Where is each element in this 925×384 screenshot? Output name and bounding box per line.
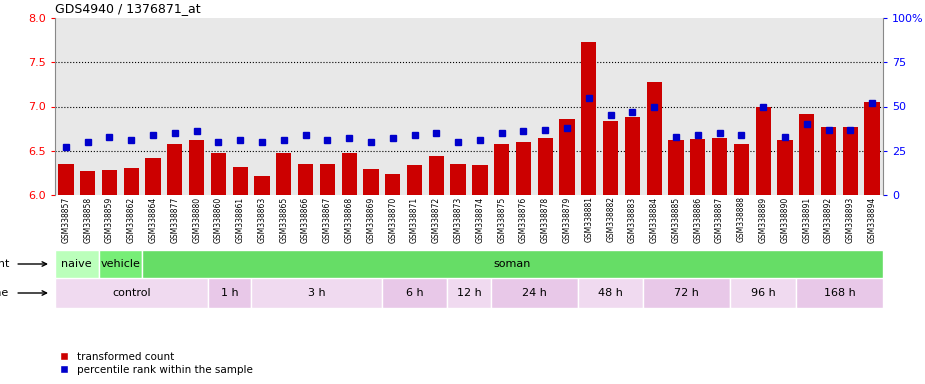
Text: 168 h: 168 h (823, 288, 856, 298)
Bar (189, 140, 204, 195)
Bar (341, 153, 357, 195)
Text: 48 h: 48 h (598, 288, 623, 298)
Bar (560, 119, 574, 195)
Bar (516, 142, 531, 195)
Bar (447, 278, 491, 308)
Bar (142, 250, 883, 278)
Bar (99, 250, 142, 278)
Text: vehicle: vehicle (101, 259, 141, 269)
Bar (777, 140, 793, 195)
Bar (624, 117, 640, 195)
Text: 3 h: 3 h (308, 288, 326, 298)
Bar (450, 164, 465, 195)
Bar (254, 175, 269, 195)
Bar (712, 138, 727, 195)
Text: control: control (112, 288, 151, 298)
Bar (647, 82, 661, 195)
Text: 24 h: 24 h (522, 288, 547, 298)
Bar (537, 138, 553, 195)
Bar (232, 167, 248, 195)
Bar (428, 156, 444, 195)
Bar (491, 278, 578, 308)
Bar (494, 144, 510, 195)
Bar (124, 169, 139, 195)
Bar (799, 114, 814, 195)
Bar (211, 153, 226, 195)
Bar (102, 170, 117, 195)
Bar (385, 174, 401, 195)
Text: agent: agent (0, 259, 9, 269)
Bar (643, 278, 731, 308)
Bar (382, 278, 447, 308)
Bar (731, 278, 796, 308)
Bar (734, 144, 749, 195)
Text: time: time (0, 288, 9, 298)
Bar (578, 278, 643, 308)
Legend: transformed count, percentile rank within the sample: transformed count, percentile rank withi… (60, 352, 253, 375)
Bar (80, 171, 95, 195)
Text: 72 h: 72 h (674, 288, 699, 298)
Bar (690, 139, 706, 195)
Bar (251, 278, 382, 308)
Text: naive: naive (61, 259, 92, 269)
Bar (167, 144, 182, 195)
Text: 96 h: 96 h (751, 288, 775, 298)
Bar (756, 106, 771, 195)
Bar (207, 278, 251, 308)
Bar (320, 164, 335, 195)
Bar (603, 121, 618, 195)
Text: 6 h: 6 h (406, 288, 424, 298)
Bar (843, 127, 858, 195)
Bar (407, 165, 422, 195)
Bar (364, 169, 378, 195)
Text: 12 h: 12 h (457, 288, 481, 298)
Bar (581, 42, 597, 195)
Bar (145, 158, 161, 195)
Bar (796, 278, 883, 308)
Text: soman: soman (494, 259, 531, 269)
Bar (298, 164, 314, 195)
Bar (473, 165, 487, 195)
Bar (277, 152, 291, 195)
Text: GDS4940 / 1376871_at: GDS4940 / 1376871_at (55, 2, 201, 15)
Bar (58, 164, 73, 195)
Bar (55, 250, 99, 278)
Text: 1 h: 1 h (220, 288, 238, 298)
Bar (865, 102, 880, 195)
Bar (820, 127, 836, 195)
Bar (669, 140, 684, 195)
Bar (55, 278, 207, 308)
